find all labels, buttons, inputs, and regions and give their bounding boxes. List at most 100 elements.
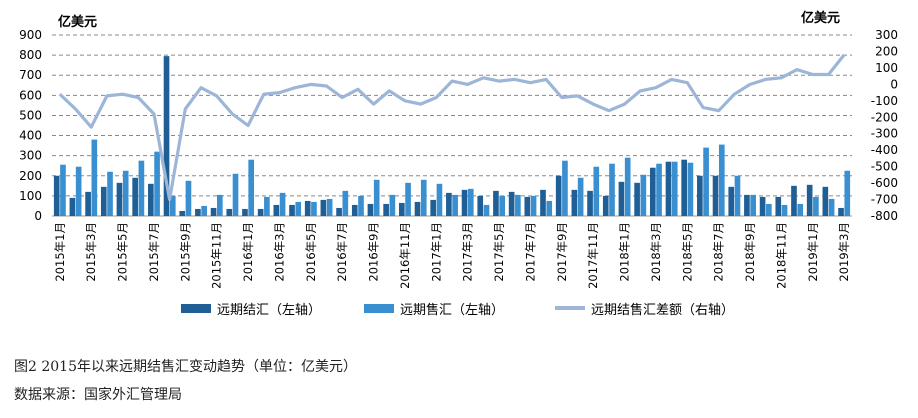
bar-forward-sale [483, 204, 490, 216]
bar-forward-sale [844, 170, 851, 216]
x-tick-label: 2018年7月 [712, 222, 726, 282]
bar-forward-settlement [163, 56, 170, 216]
bar-forward-settlement [100, 186, 107, 216]
bar-forward-sale [640, 174, 647, 216]
bar-forward-sale [703, 147, 709, 216]
bar-forward-sale [122, 170, 129, 216]
x-tick-label: 2018年1月 [618, 222, 632, 282]
bar-forward-sale [813, 196, 819, 216]
x-tick-label: 2015年7月 [147, 222, 161, 282]
bar-forward-sale [530, 195, 537, 216]
x-tick-label: 2016年11月 [398, 222, 412, 289]
right-tick-label: 0 [890, 77, 898, 91]
bar-forward-sale [138, 160, 145, 216]
bar-forward-settlement [273, 204, 280, 216]
bar-forward-sale [828, 198, 835, 216]
bar-forward-sale [515, 194, 521, 216]
x-tick-label: 2018年11月 [774, 222, 788, 289]
bar-forward-settlement [822, 186, 829, 216]
right-tick-label: -200 [871, 110, 898, 124]
bar-forward-sale [734, 175, 741, 216]
bar-forward-sale [420, 179, 427, 216]
left-tick-label: 100 [19, 189, 42, 203]
bar-forward-sale [154, 151, 160, 216]
bar-forward-sale [75, 166, 82, 216]
bar-forward-settlement [791, 185, 797, 216]
x-tick-label: 2018年9月 [743, 222, 757, 282]
bar-forward-sale [389, 194, 396, 216]
bar-forward-sale [311, 201, 317, 216]
x-tick-label: 2015年9月 [178, 222, 192, 282]
bar-forward-sale [797, 203, 804, 216]
bar-forward-settlement [697, 175, 703, 216]
bar-forward-sale [279, 192, 286, 216]
x-tick-label: 2018年3月 [649, 222, 663, 282]
legend-item-forward-settlement: 远期结汇（左轴） [181, 299, 322, 318]
x-tick-label: 2015年5月 [116, 222, 130, 282]
bar-forward-sale [358, 195, 364, 216]
gridlines [52, 34, 852, 217]
x-tick-label: 2016年3月 [272, 222, 286, 282]
legend-item-forward-sale: 远期售汇（左轴） [364, 299, 504, 318]
bar-forward-sale [91, 139, 98, 216]
bar-forward-settlement [744, 194, 750, 216]
bar-forward-settlement [665, 161, 672, 216]
bar-forward-sale [107, 171, 113, 216]
bar-forward-sale [436, 183, 443, 216]
bar-forward-sale [60, 164, 66, 216]
line-balance [58, 53, 846, 202]
bar-forward-settlement [351, 204, 358, 216]
bar-forward-settlement [477, 195, 484, 216]
bar-forward-settlement [555, 175, 562, 216]
bar-forward-sale [373, 179, 380, 216]
right-tick-label: -400 [871, 143, 898, 157]
right-tick-label: 300 [875, 28, 898, 42]
bar-forward-sale [499, 195, 506, 216]
right-axis-ticks: -800 -700 -600 -500 -400 -300 -200 -100 0 100 200 3… [871, 28, 898, 223]
bar-forward-sale [656, 163, 662, 216]
bar-forward-settlement [618, 181, 625, 216]
bar-forward-settlement [602, 195, 609, 216]
bar-forward-sale [169, 195, 176, 216]
source-caption: 数据来源：国家外汇管理局 [14, 387, 182, 403]
bar-forward-settlement [242, 208, 248, 216]
bar-forward-sale [264, 196, 270, 216]
left-axis-unit: 亿美元 [58, 14, 97, 30]
x-tick-label: 2016年5月 [304, 222, 318, 282]
left-tick-label: 700 [19, 68, 42, 82]
bar-forward-sale [577, 177, 584, 216]
right-tick-label: 200 [875, 44, 898, 58]
x-axis-ticks: 2015年1月 2015年3月 2015年5月 2015年7月 2015年9月 2015年… [53, 222, 851, 289]
bar-forward-settlement [53, 175, 60, 216]
bar-series [53, 56, 851, 216]
right-axis-unit: 亿美元 [801, 10, 840, 26]
bar-forward-settlement [524, 196, 531, 216]
bar-forward-sale [295, 201, 302, 216]
bar-forward-sale [624, 157, 631, 216]
bar-forward-settlement [257, 208, 264, 216]
bar-forward-sale [248, 159, 255, 216]
right-tick-label: -100 [871, 94, 898, 108]
x-tick-label: 2017年11月 [586, 222, 600, 289]
bar-forward-sale [562, 160, 568, 216]
x-tick-label: 2015年11月 [210, 222, 224, 289]
bar-forward-settlement [649, 167, 656, 216]
x-tick-label: 2017年5月 [492, 222, 506, 282]
left-axis-ticks: 0 100 200 300 400 500 600 700 800 900 [19, 28, 42, 223]
bar-forward-settlement [289, 204, 295, 216]
right-tick-label: -800 [871, 209, 898, 223]
bar-forward-settlement [728, 186, 735, 216]
legend-label: 远期结汇（左轴） [217, 302, 322, 318]
bar-forward-sale [718, 144, 725, 216]
bar-forward-sale [593, 166, 600, 216]
bar-forward-settlement [336, 207, 342, 216]
bar-forward-settlement [540, 189, 546, 216]
bar-forward-sale [766, 203, 772, 216]
legend-label: 远期结售汇差额（右轴） [591, 302, 735, 318]
x-tick-label: 2017年1月 [429, 222, 443, 282]
bar-forward-sale [342, 190, 349, 216]
right-tick-label: -500 [871, 160, 898, 174]
figure-caption: 图2 2015年以来远期结售汇变动趋势（单位：亿美元） [14, 359, 357, 375]
bar-forward-settlement [775, 196, 782, 216]
